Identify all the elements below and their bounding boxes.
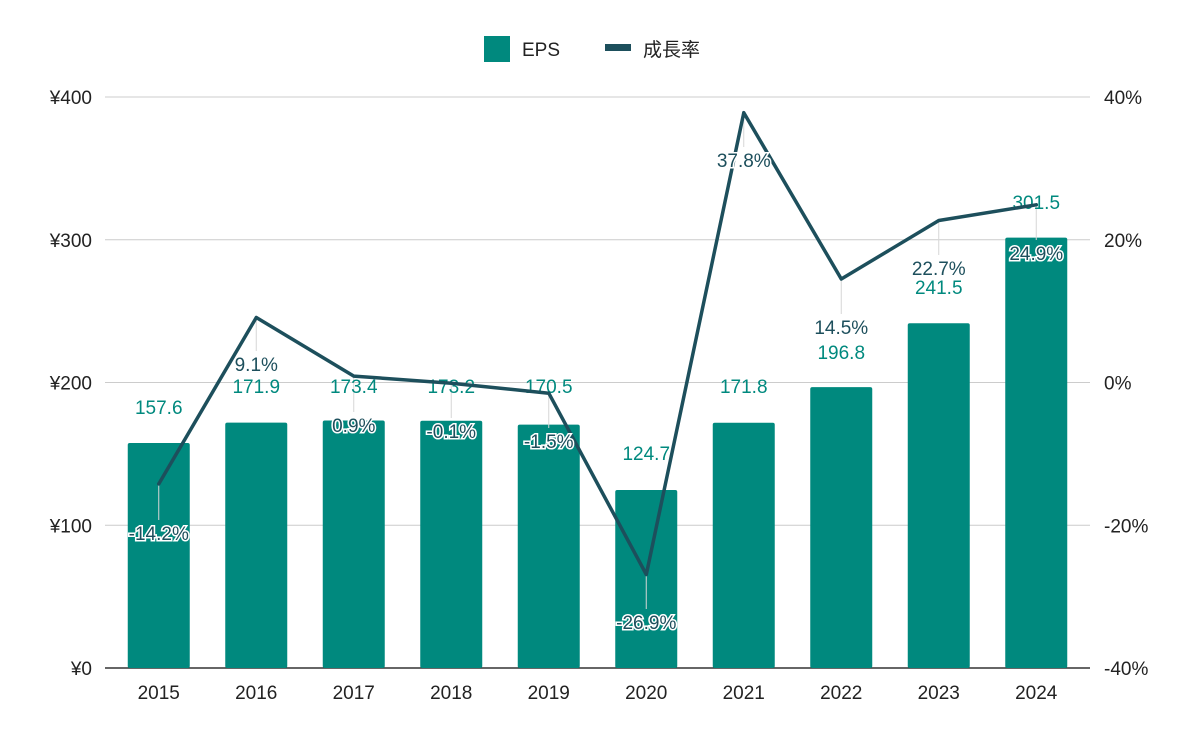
x-tick-label: 2022 [820, 683, 862, 704]
growth-point-2016 [254, 316, 258, 320]
x-tick-label: 2023 [918, 683, 960, 704]
growth-label-2023: 22.7% [912, 259, 966, 280]
bar-2024 [1005, 237, 1068, 668]
eps-label-2020: 124.7 [622, 444, 670, 465]
eps-label-2017: 173.4 [330, 377, 378, 398]
left-tick-label: ¥300 [49, 231, 92, 252]
growth-label-2018: -0.1% [426, 422, 476, 443]
growth-label-2019: -1.5% [524, 432, 574, 453]
x-tick-label: 2024 [1015, 683, 1058, 704]
growth-point-2018 [449, 381, 453, 385]
eps-bars [127, 237, 1068, 668]
right-tick-label: -20% [1104, 516, 1148, 537]
bar-2017 [322, 420, 385, 668]
right-tick-label: 0% [1104, 374, 1132, 395]
growth-point-2015 [157, 482, 161, 486]
x-tick-label: 2015 [138, 683, 180, 704]
legend-swatch-growth [605, 44, 631, 51]
x-tick-label: 2016 [235, 683, 277, 704]
x-tick-label: 2019 [528, 683, 570, 704]
right-tick-label: 20% [1104, 231, 1142, 252]
x-tick-label: 2021 [723, 683, 765, 704]
legend: EPS 成長率 [484, 36, 700, 62]
growth-labels: -14.2% 9.1% 0.9% -0.1% -1.5% -26.9% 37.8% 14.5%… [127, 150, 1065, 636]
growth-label-2017: 0.9% [332, 416, 375, 437]
right-axis: -40% -20% 0% 20% 40% [1104, 88, 1148, 680]
legend-swatch-eps [484, 36, 510, 62]
x-axis: 2015 2016 2017 2018 2019 2020 2021 2022 2023 2024 [138, 683, 1058, 704]
growth-point-2023 [937, 218, 941, 222]
growth-label-2021: 37.8% [717, 151, 771, 172]
right-tick-label: 40% [1104, 88, 1142, 109]
growth-line [157, 110, 1039, 577]
eps-label-2021: 171.8 [720, 377, 768, 398]
label-leaders [158, 112, 1037, 609]
growth-point-2019 [547, 391, 551, 395]
left-tick-label: ¥0 [70, 659, 92, 680]
legend-label-growth: 成長率 [643, 39, 700, 61]
left-axis: ¥0 ¥100 ¥200 ¥300 ¥400 [49, 88, 92, 680]
x-tick-label: 2017 [333, 683, 375, 704]
eps-label-2015: 157.6 [135, 398, 183, 419]
growth-point-2021 [742, 111, 746, 115]
left-tick-label: ¥400 [49, 88, 92, 109]
x-tick-label: 2020 [625, 683, 667, 704]
growth-point-2017 [352, 374, 356, 378]
growth-label-2024: 24.9% [1009, 244, 1063, 265]
growth-label-2015: -14.2% [129, 524, 189, 545]
eps-label-2018: 173.2 [427, 377, 475, 398]
bar-2023 [907, 323, 970, 668]
bar-2022 [810, 387, 873, 668]
growth-point-2022 [839, 277, 843, 281]
eps-label-2022: 196.8 [817, 343, 865, 364]
growth-line-layer [157, 110, 1039, 577]
legend-label-eps: EPS [522, 40, 560, 61]
right-tick-label: -40% [1104, 659, 1148, 680]
bar-2019 [517, 424, 580, 668]
growth-point-2024 [1034, 203, 1038, 207]
bar-2021 [712, 422, 775, 668]
left-tick-label: ¥200 [49, 374, 92, 395]
x-tick-label: 2018 [430, 683, 472, 704]
eps-label-2023: 241.5 [915, 278, 963, 299]
eps-label-2016: 171.9 [232, 377, 280, 398]
growth-label-2020: -26.9% [616, 613, 676, 634]
growth-label-2022: 14.5% [814, 318, 868, 339]
growth-point-2020 [644, 572, 648, 576]
bar-2015 [127, 443, 190, 668]
left-tick-label: ¥100 [49, 516, 92, 537]
growth-label-2016: 9.1% [235, 355, 278, 376]
bar-2018 [420, 420, 483, 668]
bar-2016 [225, 422, 288, 668]
